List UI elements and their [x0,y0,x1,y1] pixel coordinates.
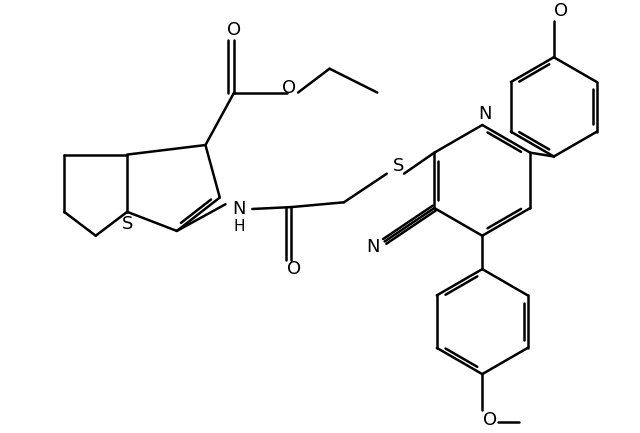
Text: S: S [392,157,404,175]
Text: O: O [483,411,497,429]
Text: N: N [367,238,380,256]
Text: O: O [287,260,301,278]
Text: O: O [227,22,241,39]
Text: O: O [554,3,568,20]
Text: O: O [282,79,296,97]
Text: N: N [478,104,492,123]
Text: N: N [232,200,246,218]
Text: S: S [122,215,133,233]
Text: H: H [233,219,244,234]
